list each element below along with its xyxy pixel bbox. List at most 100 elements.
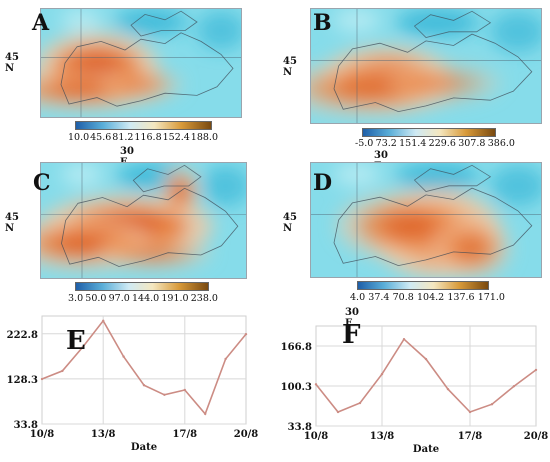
- latitude-label: 45 N: [5, 212, 19, 234]
- y-tick-label: 128.3: [7, 375, 38, 386]
- line-chart-f-svg: 10/8 13/8 17/8 20/8 33.8 100.3 166.8 Date: [281, 325, 549, 455]
- colorbar-tick: 81.2: [112, 132, 134, 143]
- data-point: [224, 357, 227, 361]
- colorbar-tick: 151.4: [399, 138, 427, 149]
- data-point: [244, 332, 248, 336]
- colorbar-tick: 50.0: [85, 293, 107, 304]
- latitude-label: 45 N: [283, 212, 297, 234]
- colorbar-tick: 386.0: [487, 138, 515, 149]
- data-point: [204, 412, 207, 416]
- data-point: [81, 345, 85, 349]
- colorbar-tick: 70.8: [392, 292, 414, 303]
- cold-patch: [396, 9, 479, 37]
- colorbar: [75, 121, 212, 130]
- colorbar-tick: 45.6: [90, 132, 112, 143]
- colorbar-tick: 307.8: [458, 138, 486, 149]
- panel-letter: B: [313, 10, 332, 36]
- data-point: [102, 319, 105, 322]
- x-tick-label: 20/8: [524, 431, 549, 442]
- coastline: [60, 32, 234, 107]
- data-point: [142, 384, 146, 387]
- colorbar-tick-labels: 3.0 50.0 97.0 144.0 191.0 238.0: [68, 293, 218, 304]
- y-tick-label: 33.8: [14, 420, 38, 431]
- heatmap-svg: [311, 9, 541, 123]
- colorbar: [75, 282, 209, 291]
- x-tick-label: 10/8: [30, 429, 55, 440]
- cold-patch: [197, 11, 241, 51]
- colorbar-tick-labels: 10.0 45.6 81.2 116.8 152.4 188.0: [68, 132, 218, 143]
- data-point: [122, 355, 125, 358]
- colorbar-tick: -5.0: [355, 138, 374, 149]
- data-point: [490, 403, 494, 406]
- x-tick-label: 10/8: [304, 431, 329, 442]
- x-tick-label: 17/8: [458, 431, 483, 442]
- latitude-label: 45 N: [5, 52, 19, 74]
- coastline: [333, 33, 533, 113]
- x-tick-label: 20/8: [234, 429, 259, 440]
- chart-letter: E: [66, 326, 86, 356]
- latitude-label: 45 N: [283, 56, 297, 78]
- coastline: [413, 164, 492, 192]
- data-point: [336, 410, 340, 414]
- data-point: [446, 387, 450, 391]
- panel-letter: D: [313, 170, 333, 196]
- data-point: [512, 384, 516, 388]
- data-point: [163, 393, 166, 396]
- data-point: [61, 369, 64, 373]
- data-point: [534, 368, 538, 372]
- line-chart-e: E 10/8 13/8 17/8 20/8 33.8 128.3 222.8 Date: [0, 308, 270, 458]
- colorbar-tick: 191.0: [161, 293, 189, 304]
- colorbar-tick: 152.4: [162, 132, 190, 143]
- panel-letter: C: [33, 170, 51, 196]
- line-chart-e-svg: 10/8 13/8 17/8 20/8 33.8 128.3 222.8 Date: [7, 315, 259, 453]
- heatmap-map: [310, 162, 542, 278]
- colorbar: [362, 128, 496, 137]
- y-tick-label: 222.8: [7, 330, 38, 341]
- coastline: [61, 187, 239, 267]
- colorbar-tick: 238.0: [190, 293, 218, 304]
- x-tick-label: 17/8: [173, 429, 198, 440]
- colorbar-tick-labels: -5.0 73.2 151.4 229.6 307.8 386.0: [355, 138, 515, 149]
- data-point: [314, 383, 318, 386]
- x-tick-label: 13/8: [91, 429, 116, 440]
- hottest-patch: [421, 75, 468, 91]
- y-tick-label: 166.8: [281, 342, 312, 353]
- colorbar-tick: 104.2: [416, 292, 445, 303]
- coastline: [333, 187, 533, 267]
- colorbar-tick: 171.0: [477, 292, 505, 303]
- heatmap-map: [40, 8, 242, 118]
- data-point: [402, 338, 406, 341]
- colorbar-tick: 137.6: [447, 292, 475, 303]
- hottest-patch: [131, 246, 177, 260]
- chart-letter: F: [342, 320, 361, 350]
- cold-patch: [490, 165, 541, 207]
- data-point: [468, 410, 472, 414]
- longitude-label: 30 E: [345, 307, 359, 329]
- coastline: [132, 164, 202, 193]
- colorbar-tick: 116.8: [134, 132, 162, 143]
- x-tick-label: 13/8: [370, 431, 395, 442]
- colorbar-tick: 188.0: [190, 132, 218, 143]
- hottest-patch: [173, 182, 188, 201]
- y-tick-label: 100.3: [281, 382, 312, 393]
- data-point: [380, 372, 384, 376]
- hottest-patch: [379, 213, 436, 239]
- heatmap-svg: [311, 163, 541, 277]
- colorbar-tick: 229.6: [428, 138, 456, 149]
- colorbar-tick: 37.4: [368, 292, 390, 303]
- cold-patch: [396, 163, 479, 191]
- hottest-patch: [124, 78, 158, 91]
- data-point: [183, 388, 186, 392]
- colorbar: [357, 281, 489, 290]
- cold-patch: [200, 165, 246, 207]
- line-chart-f: F 10/8 13/8 17/8 20/8 33.8 100.3 166.8 Date: [272, 308, 550, 458]
- colorbar-tick: 97.0: [108, 293, 130, 304]
- hottest-patch: [333, 78, 404, 99]
- panel-letter: A: [32, 10, 50, 36]
- data-point: [40, 377, 44, 381]
- cold-patch: [490, 11, 541, 53]
- data-point: [424, 357, 428, 361]
- heatmap-map: [310, 8, 542, 124]
- heatmap-map: [40, 162, 247, 279]
- data-point: [358, 401, 362, 405]
